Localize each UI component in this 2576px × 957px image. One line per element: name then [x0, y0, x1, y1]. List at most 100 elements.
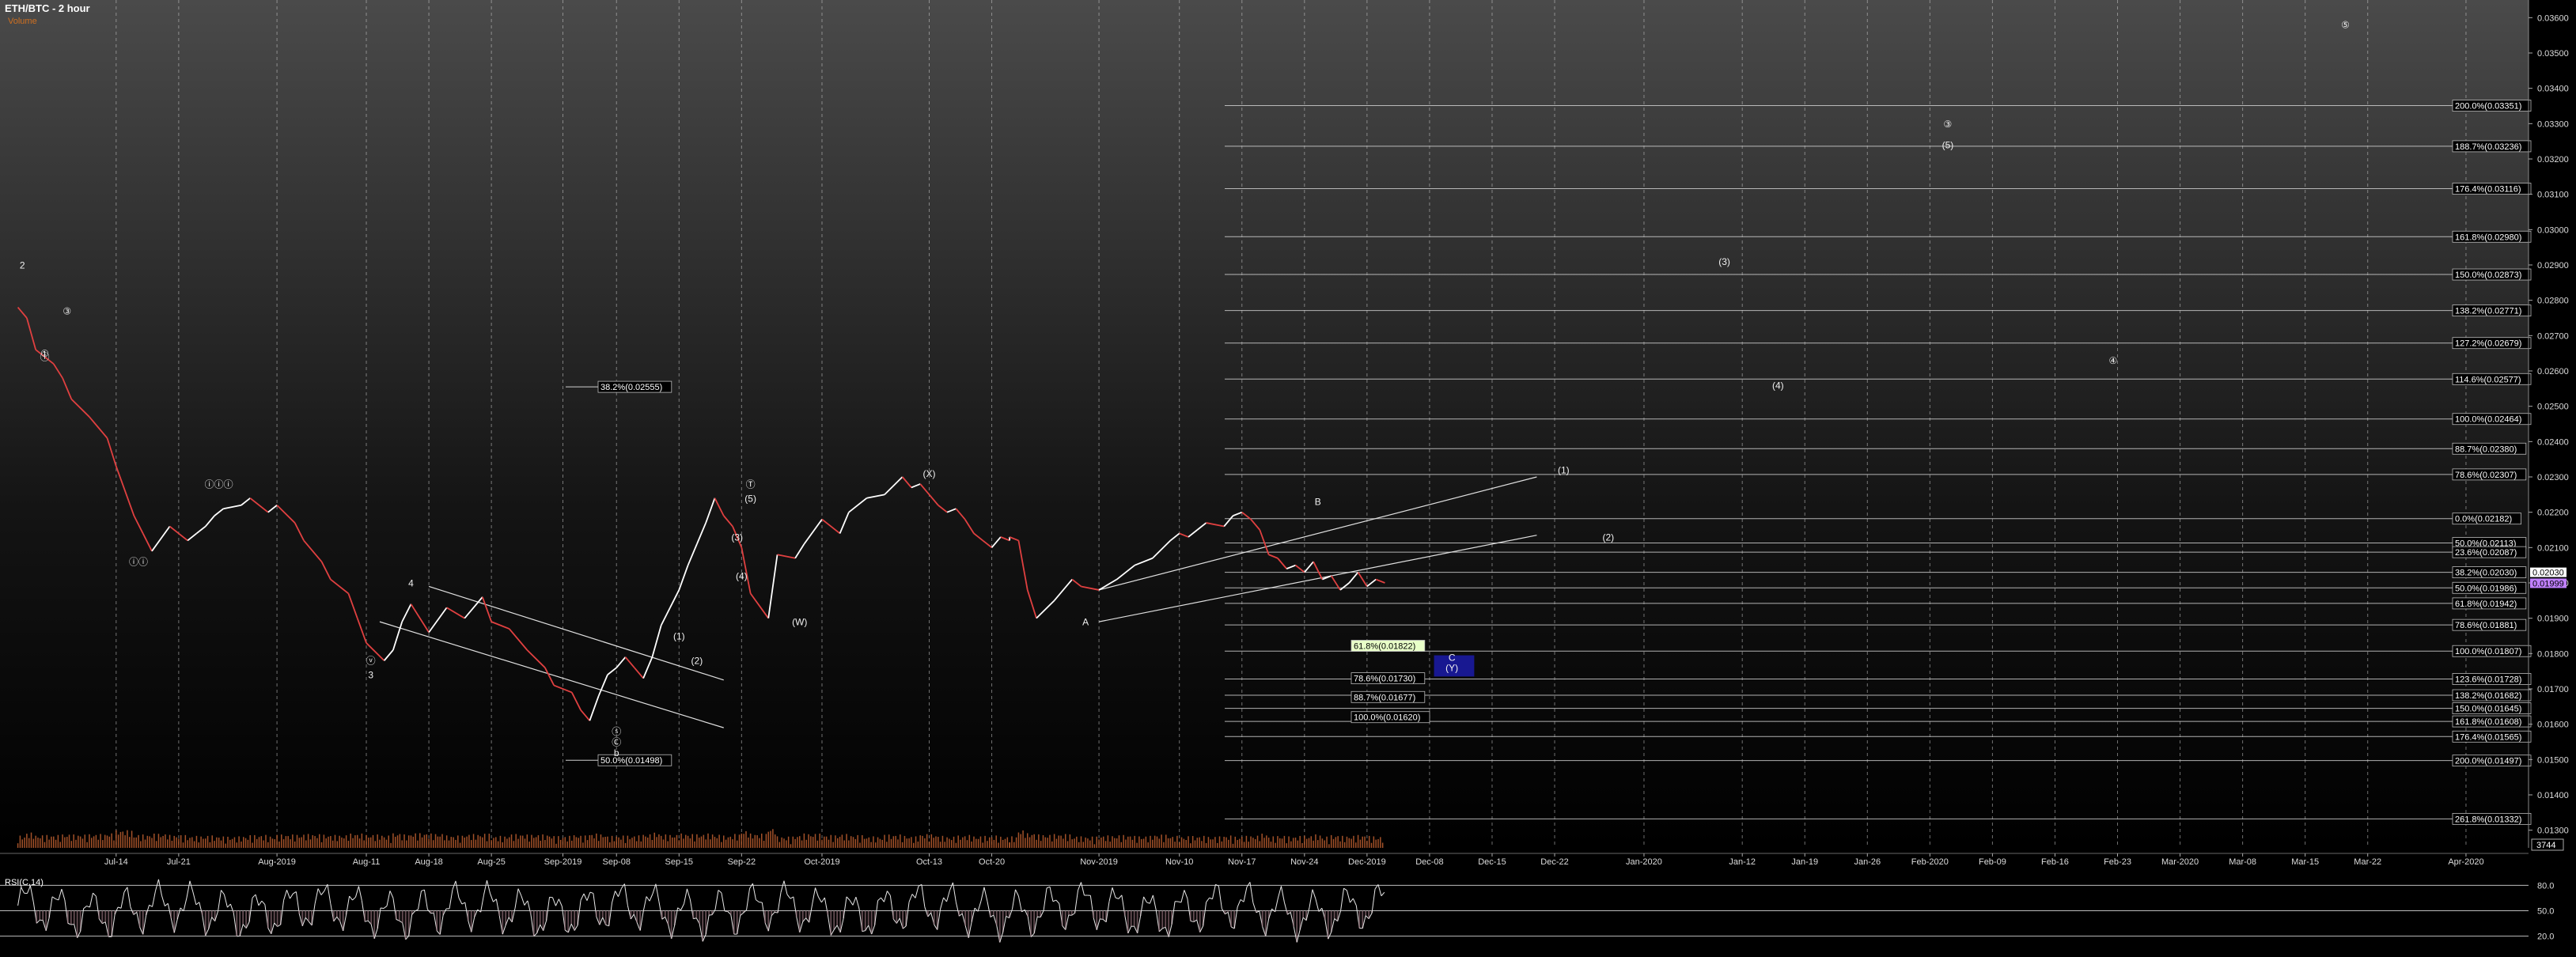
price-segment: [1250, 519, 1261, 531]
rsi-segment: [1299, 917, 1304, 930]
fib-label-box: [2452, 304, 2532, 317]
price-segment: [214, 508, 224, 516]
wave-label: (4): [736, 571, 748, 582]
price-line: [17, 307, 1385, 721]
price-segment: [1206, 522, 1225, 528]
price-segment: [964, 519, 975, 534]
rsi-segment: [952, 882, 957, 902]
rsi-segment: [740, 912, 744, 916]
date-tick-label: Nov-10: [1165, 857, 1193, 867]
price-segment: [1188, 529, 1198, 538]
wave-label: (W): [792, 617, 807, 628]
rsi-segment: [1108, 887, 1113, 902]
fib-level-label: 38.2%(0.02555): [600, 383, 662, 392]
rsi-segment: [680, 903, 684, 911]
rsi-segment: [408, 914, 413, 936]
rsi-segment: [1368, 913, 1373, 919]
rsi-segment: [1243, 887, 1248, 902]
rsi-segment: [55, 898, 59, 901]
rsi-segment: [1381, 891, 1385, 897]
fib-label-box: [1351, 690, 1426, 703]
rsi-segment: [373, 928, 378, 939]
fib-level-label: 88.7%(0.02380): [2455, 444, 2517, 454]
rsi-segment: [349, 895, 353, 901]
rsi-segment: [346, 896, 350, 915]
rsi-segment: [756, 899, 760, 902]
price-panel-background: [0, 0, 2529, 848]
rsi-segment: [871, 925, 876, 935]
rsi-segment: [1105, 901, 1110, 922]
rsi-segment: [157, 879, 162, 896]
fib-label-box: [2452, 812, 2532, 825]
rsi-segment: [1346, 890, 1351, 903]
price-segment: [106, 437, 117, 467]
fib-level-label: 38.2%(0.02030): [2455, 569, 2517, 578]
date-tick-label: Nov-2019: [1080, 857, 1118, 867]
rsi-segment: [61, 889, 66, 901]
price-tick-label: 0.02100: [2537, 543, 2569, 553]
price-segment: [1134, 557, 1154, 566]
price-tick-label: 0.03000: [2537, 225, 2569, 235]
rsi-segment: [1377, 884, 1382, 896]
price-segment: [276, 505, 296, 524]
price-segment: [410, 603, 430, 634]
price-segment: [491, 621, 510, 630]
fib-label-box: [2452, 183, 2532, 195]
price-segment: [705, 497, 716, 524]
last-price-marker: [2530, 567, 2567, 577]
price-segment: [1304, 561, 1314, 573]
rsi-segment: [343, 914, 347, 932]
rsi-segment: [314, 888, 319, 904]
rsi-segment: [905, 902, 910, 927]
rsi-segment: [205, 929, 210, 936]
rsi-segment: [1017, 895, 1022, 912]
price-tick-label: 0.01300: [2537, 826, 2569, 836]
rsi-segment: [927, 912, 932, 917]
rsi-segment: [1118, 895, 1123, 899]
rsi-segment: [1033, 916, 1038, 934]
volume-bars: [17, 829, 1384, 848]
rsi-segment: [618, 888, 622, 897]
rsi-segment: [1078, 882, 1082, 891]
rsi-segment: [117, 906, 122, 909]
rsi-segment: [86, 906, 90, 908]
rsi-segment: [1043, 887, 1047, 911]
rsi-segment: [709, 914, 713, 916]
fib-level-label: 88.7%(0.01677): [1354, 693, 1415, 702]
fib-label-box: [1351, 711, 1430, 724]
rsi-segment: [1158, 928, 1163, 932]
rsi-panel[interactable]: 80.0 50.0 20.0: [0, 867, 2554, 957]
date-axis[interactable]: Jul-14 Jul-21 Aug-2019 Aug-11 Aug-18 Aug-25 Se…: [0, 853, 2529, 867]
rsi-segment: [1268, 908, 1273, 919]
rsi-segment: [639, 911, 644, 931]
rsi-segment: [968, 921, 972, 938]
fib-label-box: [2452, 618, 2527, 631]
rsi-segment: [111, 914, 116, 937]
rsi-segment: [743, 910, 747, 914]
price-tick-label: 0.02400: [2537, 437, 2569, 447]
fib-label-box: [1351, 640, 1426, 652]
rsi-segment: [849, 899, 854, 906]
rsi-segment: [1012, 889, 1016, 910]
wave-label: (X): [923, 468, 936, 479]
last-price-label: 0.02030: [2532, 569, 2564, 578]
rsi-segment: [114, 906, 119, 915]
price-segment: [1053, 578, 1073, 601]
rsi-segment: [377, 907, 381, 929]
wave-label: (3): [1718, 256, 1730, 267]
rsi-segment: [195, 902, 200, 906]
rsi-segment: [990, 914, 994, 917]
price-segment: [973, 532, 983, 542]
price-axis[interactable]: 0.03600 0.03500 0.03400 0.03300 0.03200 0.031…: [2528, 0, 2569, 848]
rsi-segment: [239, 924, 244, 936]
rsi-segment: [324, 883, 328, 891]
rsi-segment: [812, 887, 816, 906]
rsi-segment: [29, 885, 34, 902]
rsi-segment: [1049, 887, 1054, 902]
rsi-segment: [245, 921, 250, 929]
fib-level-label: 161.8%(0.01608): [2455, 717, 2521, 727]
rsi-segment: [1203, 902, 1207, 926]
rsi-segment: [192, 891, 197, 906]
rsi-segment: [21, 887, 25, 894]
